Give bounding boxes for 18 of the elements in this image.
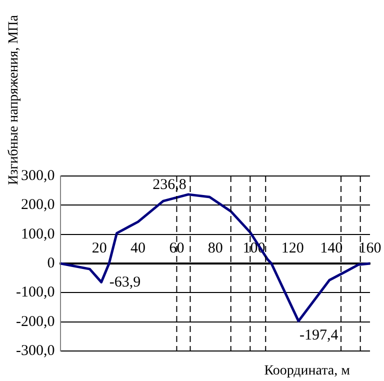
x-tick-label: 20 xyxy=(92,240,107,256)
annotation: 236,8 xyxy=(152,176,186,193)
x-tick-label: 160 xyxy=(358,240,382,256)
x-tick-label: 80 xyxy=(208,240,223,256)
y-tick-label: -300,0 xyxy=(16,342,55,359)
x-axis-title: Координата, м xyxy=(264,364,350,379)
y-tick-label: 200,0 xyxy=(20,197,55,214)
y-tick-label: -100,0 xyxy=(16,284,55,301)
y-tick-label: 100,0 xyxy=(20,226,55,242)
annotation: -197,4 xyxy=(299,328,339,344)
x-tick-label: 120 xyxy=(281,240,304,256)
y-tick-label: 300,0 xyxy=(20,168,55,184)
y-tick-label: -200,0 xyxy=(16,314,55,330)
y-tick-label: 0 xyxy=(47,255,55,272)
x-tick-label: 40 xyxy=(130,240,146,256)
x-tick-label: 60 xyxy=(169,240,184,256)
annotation: -63,9 xyxy=(109,274,141,291)
y-axis-title: Изгибные напряжения, МПа xyxy=(6,14,22,185)
